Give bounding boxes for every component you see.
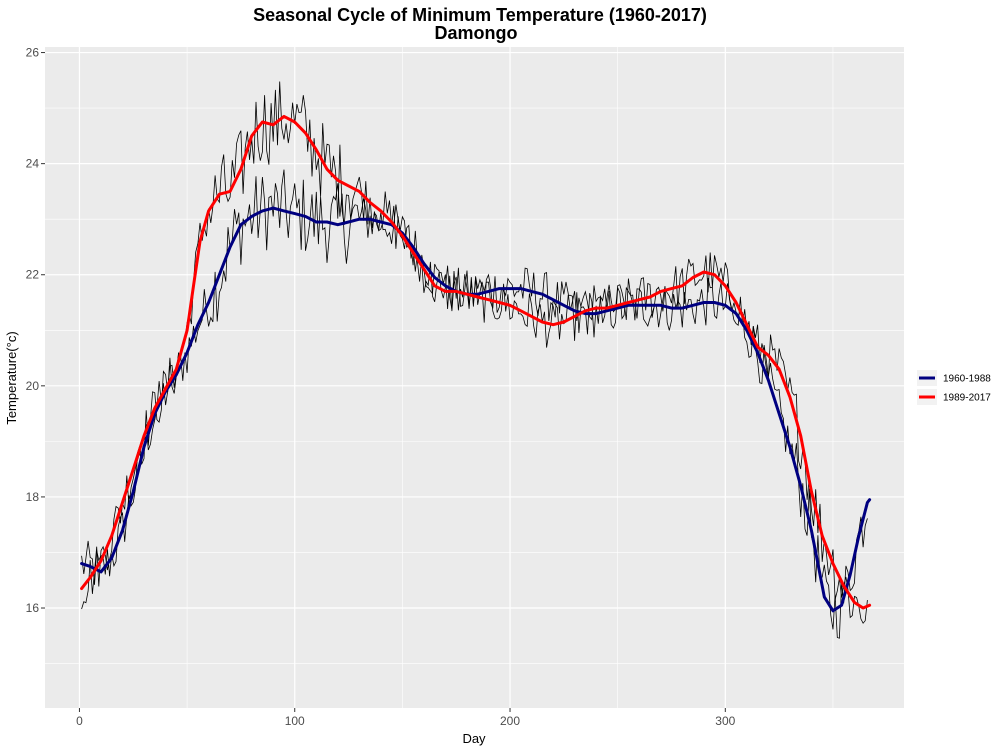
series-line-1989-2017: [80, 114, 872, 610]
series-line-1960-1988: [80, 206, 872, 613]
y-tick-label: 26: [26, 46, 40, 60]
chart-subtitle: Damongo: [435, 23, 518, 43]
y-tick-label: 18: [26, 490, 40, 504]
x-tick-label: 0: [76, 714, 83, 728]
chart-title: Seasonal Cycle of Minimum Temperature (1…: [253, 5, 707, 25]
series-lines: [80, 114, 872, 613]
y-tick-label: 24: [26, 157, 40, 171]
y-axis-title: Temperature(°c): [4, 331, 19, 424]
y-tick-label: 16: [26, 601, 40, 615]
plot-panel: [45, 47, 904, 708]
x-axis: 0 100 200 300: [76, 708, 736, 728]
x-tick-label: 300: [715, 714, 735, 728]
raw-trace-2: [81, 81, 868, 624]
x-tick-label: 100: [285, 714, 305, 728]
x-axis-title: Day: [462, 731, 486, 746]
y-axis: 16 18 20 22 24 26: [26, 46, 45, 615]
legend-label: 1960-1988: [943, 374, 991, 385]
legend-label: 1989-2017: [943, 393, 991, 404]
legend: 1960-1988 1989-2017: [917, 370, 991, 405]
x-tick-label: 200: [500, 714, 520, 728]
y-tick-label: 22: [26, 268, 40, 282]
y-tick-label: 20: [26, 379, 40, 393]
grid-lines: [45, 47, 904, 708]
